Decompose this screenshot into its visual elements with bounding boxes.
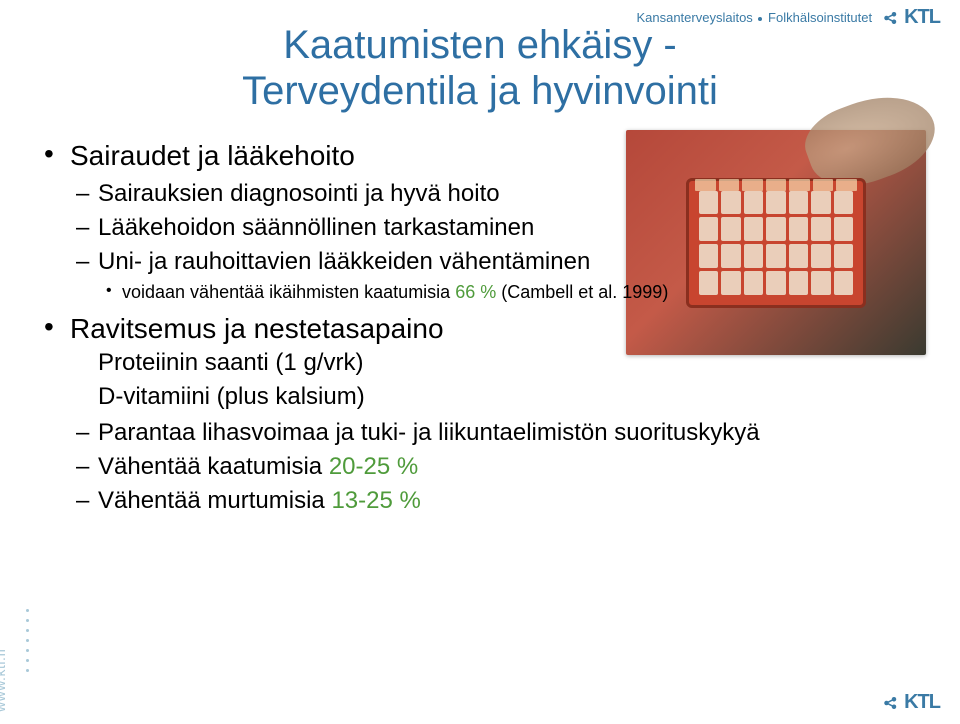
bullet-text: Sairaudet ja lääkehoito	[70, 140, 355, 171]
text-prefix: Vähentää kaatumisia	[98, 453, 329, 480]
ktl-logo-text: KTL	[904, 6, 940, 29]
list-item: Sairaudet ja lääkehoito Sairauksien diag…	[44, 140, 924, 303]
ktl-logo-text: KTL	[904, 691, 940, 714]
title-line-2: Terveydentila ja hyvinvointi	[190, 68, 770, 114]
bullet-text: Ravitsemus ja nestetasapaino	[70, 313, 444, 344]
sub-list: Parantaa lihasvoimaa ja tuki- ja liikunt…	[70, 419, 924, 515]
bullet-text: Uni- ja rauhoittavien lääkkeiden vähentä…	[98, 248, 590, 275]
title-line-1: Kaatumisten ehkäisy -	[190, 22, 770, 68]
sub-list: Sairauksien diagnosointi ja hyvä hoito L…	[70, 180, 924, 303]
footer-dots-icon	[26, 609, 29, 672]
footer-url: www.ktl.fi	[0, 649, 8, 712]
list-item: Lääkehoidon säännöllinen tarkastaminen	[70, 214, 924, 242]
list-item: Vähentää kaatumisia 20-25 %	[70, 453, 924, 481]
list-item: Vähentää murtumisia 13-25 %	[70, 487, 924, 515]
org-b: Folkhälsoinstitutet	[768, 10, 872, 25]
sub-sub-list: voidaan vähentää ikäihmisten kaatumisia …	[98, 282, 924, 303]
highlight-text: 66 %	[455, 282, 496, 302]
dot-icon	[758, 17, 762, 21]
bullet-text: Parantaa lihasvoimaa ja tuki- ja liikunt…	[98, 419, 760, 446]
content-body: Sairaudet ja lääkehoito Sairauksien diag…	[44, 140, 924, 525]
ktl-logo: KTL	[882, 6, 940, 29]
ktl-icon	[882, 694, 900, 712]
list-item: Uni- ja rauhoittavien lääkkeiden vähentä…	[70, 248, 924, 303]
highlight-text: 13-25 %	[331, 487, 420, 514]
slide: Kansanterveyslaitos Folkhälsoinstitutet …	[0, 0, 960, 724]
ktl-icon	[882, 9, 900, 27]
list-item: Parantaa lihasvoimaa ja tuki- ja liikunt…	[70, 419, 924, 447]
bullet-text: Lääkehoidon säännöllinen tarkastaminen	[98, 214, 534, 241]
highlight-text: 20-25 %	[329, 453, 418, 480]
list-item: Ravitsemus ja nestetasapaino Proteiinin …	[44, 313, 924, 515]
list-item: Sairauksien diagnosointi ja hyvä hoito	[70, 180, 924, 208]
bullet-text: Sairauksien diagnosointi ja hyvä hoito	[98, 180, 500, 207]
list-item: voidaan vähentää ikäihmisten kaatumisia …	[98, 282, 924, 303]
text-prefix: voidaan vähentää ikäihmisten kaatumisia	[122, 282, 455, 302]
slide-title: Kaatumisten ehkäisy - Terveydentila ja h…	[190, 22, 770, 114]
text-prefix: Vähentää murtumisia	[98, 487, 331, 514]
bullet-list: Sairaudet ja lääkehoito Sairauksien diag…	[44, 140, 924, 515]
text-suffix: (Cambell et al. 1999)	[496, 282, 668, 302]
sub-line: D-vitamiini (plus kalsium)	[98, 383, 924, 411]
sub-line: Proteiinin saanti (1 g/vrk)	[98, 349, 924, 377]
footer-ktl-logo: KTL	[882, 691, 940, 714]
